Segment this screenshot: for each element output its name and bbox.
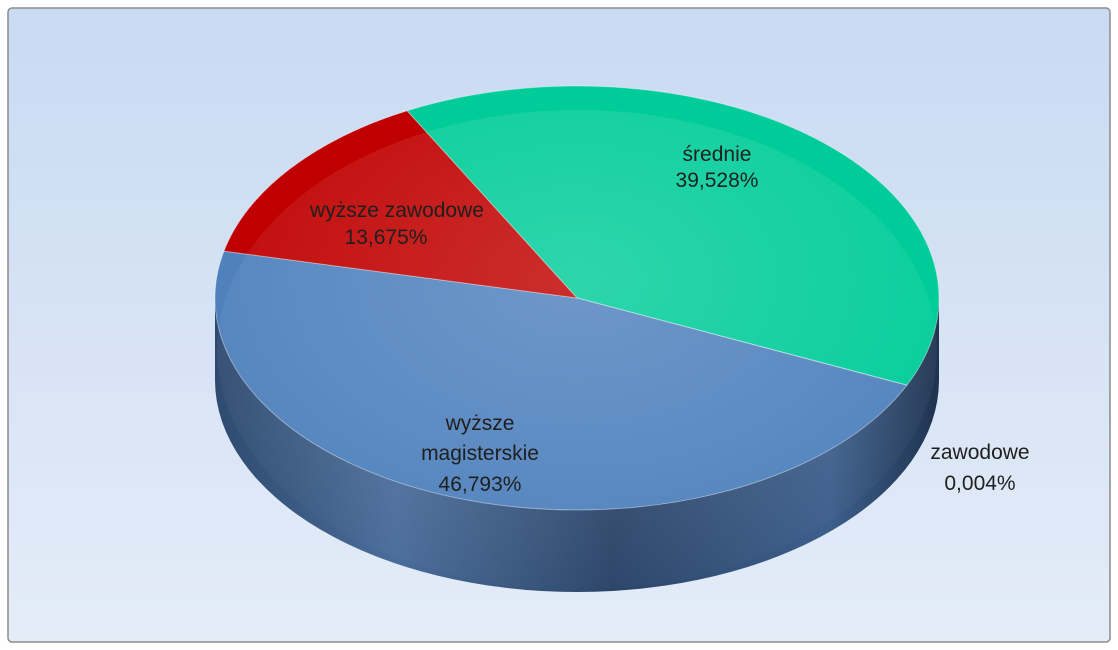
label-srednie-value: 39,528% (676, 169, 759, 192)
label-srednie-name: średnie (683, 143, 752, 166)
label-wyzsze-zawodowe-name: wyższe zawodowe (309, 199, 484, 222)
label-wyzsze-magisterskie-line2: magisterskie (421, 442, 539, 465)
label-wyzsze-zawodowe-value: 13,675% (345, 226, 428, 249)
label-wyzsze-magisterskie-line1: wyższe (445, 412, 515, 435)
label-zawodowe-name: zawodowe (930, 441, 1029, 464)
label-zawodowe-value: 0,004% (944, 472, 1015, 495)
label-wyzsze-magisterskie-value: 46,793% (439, 473, 522, 496)
